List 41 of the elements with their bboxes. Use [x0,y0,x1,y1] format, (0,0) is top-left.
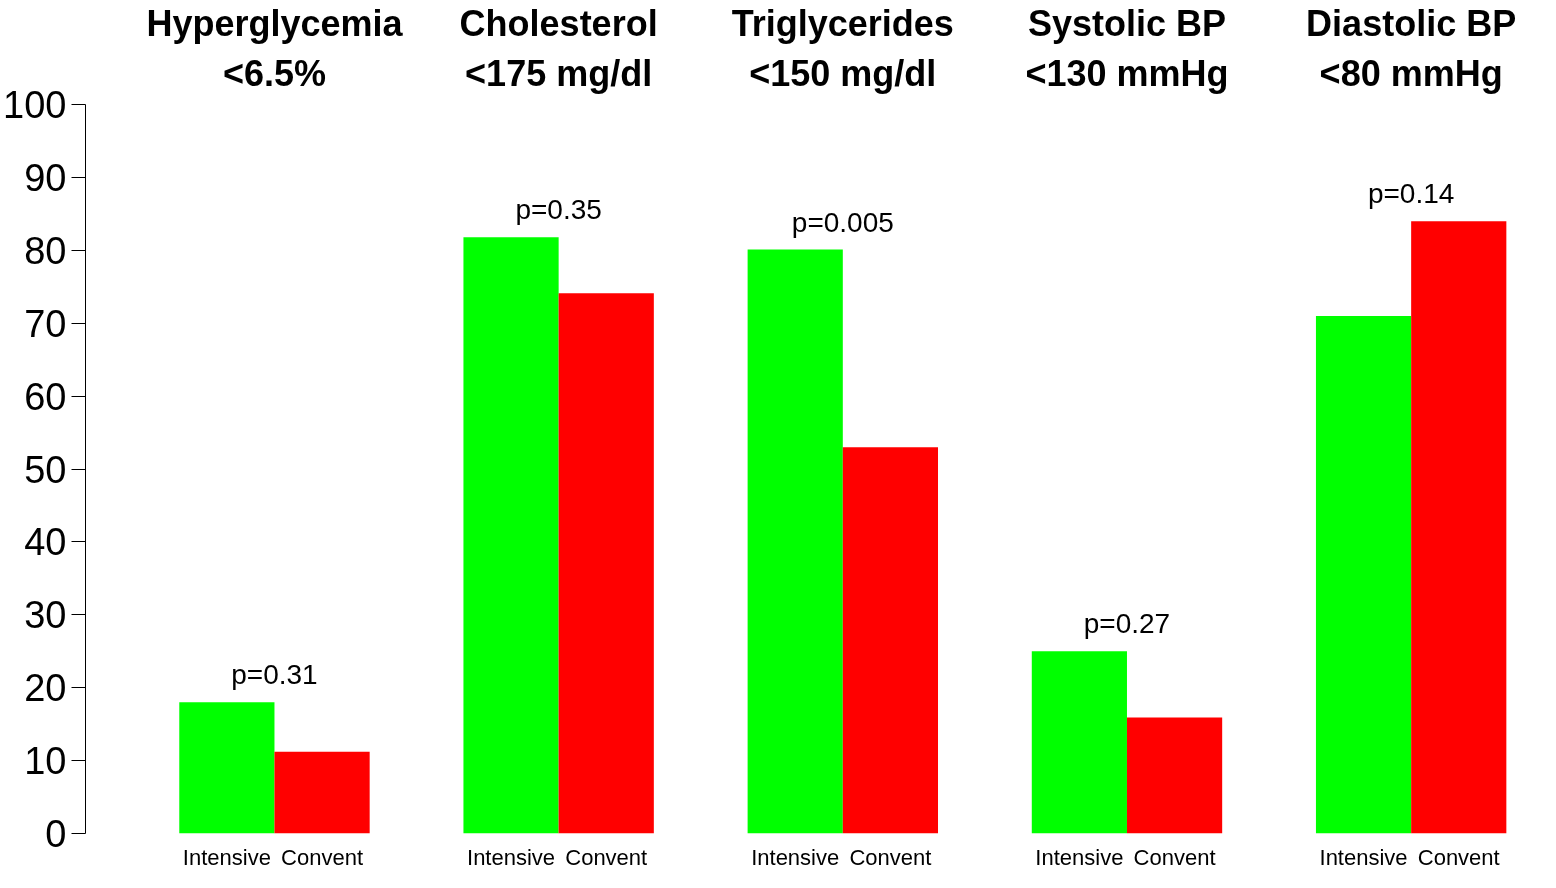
x-tick-label: Diastolic BP <80 mmHg [1306,3,1517,94]
bar [463,237,559,834]
x-tick-label: Triglycerides <150 mg/dl [731,3,954,94]
y-tick-label: 50 [24,448,67,491]
bar [558,293,654,834]
series-label: Convent [281,844,364,870]
x-tick-label: Hyperglycemia <6.5% [146,3,404,94]
bar [1411,221,1507,834]
bar [1031,651,1127,834]
bar [1126,717,1223,834]
y-tick-label: 20 [24,667,67,710]
bar [274,751,370,834]
text: Intensive [751,844,840,870]
y-tick-label: 90 [24,156,67,199]
bar [747,249,843,834]
y-tick-label: 0 [45,813,67,855]
text: Convent [1133,844,1216,870]
bar [179,702,275,834]
annotation: p=0.31 [231,659,318,691]
annotation: p=0.005 [791,206,894,238]
series-label: Intensive [182,844,271,870]
bar [1315,315,1412,834]
text: Intensive [1319,844,1408,870]
y-tick-label: 100 [3,84,67,126]
text: Convent [1417,844,1500,870]
y-tick-label: 10 [24,740,67,783]
y-tick-label: 70 [24,302,67,345]
text: Convent [565,844,648,870]
annotation: p=0.14 [1367,178,1455,210]
y-tick-label: 60 [24,375,67,418]
text: Intensive [467,844,556,870]
annotation: p=0.27 [1083,608,1171,640]
text: Intensive [1035,844,1124,870]
x-tick-label: Systolic BP <130 mmHg [1025,3,1229,94]
y-tick-label: 80 [24,229,67,272]
bar [842,447,939,834]
text: Convent [849,844,932,870]
x-tick-label: Cholesterol <175 mg/dl [459,3,658,94]
y-tick-label: 40 [24,521,67,564]
annotation: p=0.35 [515,194,602,226]
y-tick-label: 30 [24,594,67,637]
